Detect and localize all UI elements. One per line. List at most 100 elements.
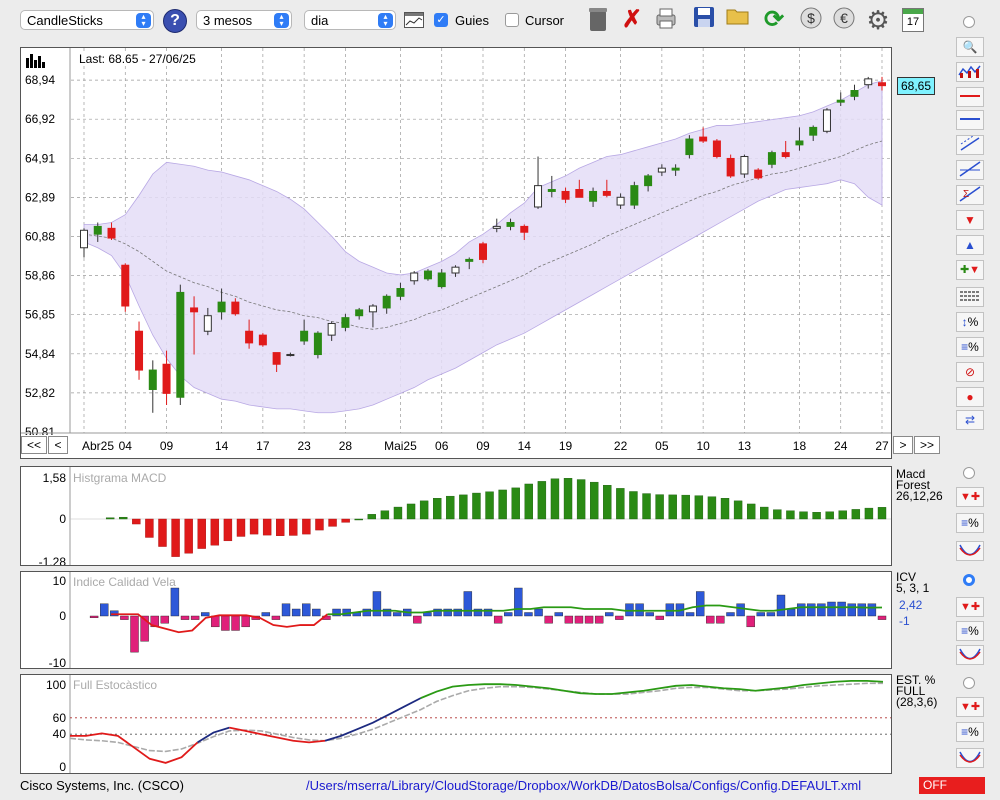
up-arrow-marker-icon[interactable]: ▲ [956,235,984,255]
fibonacci-tool-icon[interactable]: Σ [956,185,984,205]
cursor-checkbox[interactable] [505,13,519,27]
candle-body [286,354,295,357]
open-folder-icon[interactable] [724,6,752,34]
icv-y-tick: -10 [49,656,67,668]
macd-bar [864,507,874,520]
macd-percent-icon[interactable]: ≡% [956,513,984,533]
channel-tool-icon[interactable] [956,135,984,155]
red-horizontal-line-icon[interactable] [956,87,984,107]
icv-bar [231,615,240,631]
status-off-badge[interactable]: OFF [919,777,985,794]
delete-icon[interactable]: ✗ [621,6,643,33]
price-chart[interactable]: 70,9568,9466,9264,9162,8960,8858,8656,85… [21,34,929,458]
settings-gear-icon[interactable]: ⚙ [866,5,890,35]
icv-percent-icon[interactable]: ≡% [956,621,984,641]
candle-body [148,369,157,390]
zoom-tool[interactable]: 🔍 [956,37,984,57]
price-y-tick-left: 62,89 [25,190,55,204]
stochastic-chart[interactable]: 100 60 40 0 [21,675,893,774]
icv-chart[interactable]: 10 0 -10 [21,572,891,670]
percent-range-icon[interactable]: ↕% [956,312,984,332]
window-chart-icon[interactable] [404,12,424,28]
stochastic-curve-icon[interactable] [956,748,984,768]
icv-radio[interactable] [963,574,975,586]
macd-curve-icon[interactable] [956,541,984,561]
macd-bar [276,518,285,536]
candle-body [300,330,309,342]
candle-body [506,222,515,227]
candle-body [864,78,873,86]
nav-last-button[interactable]: >> [914,436,940,454]
nav-prev-button[interactable]: < [48,436,68,454]
blue-horizontal-line-icon[interactable] [956,110,984,130]
print-icon[interactable] [652,6,680,34]
refresh-icon[interactable]: ⟳ [763,6,785,33]
bollinger-tool-icon[interactable] [956,62,984,82]
stop-icon[interactable]: ⊘ [956,362,984,382]
period-select[interactable]: 3 mesos ▴ ▾ [196,10,292,30]
down-arrow-marker-icon[interactable]: ▼ [956,210,984,230]
icv-bar [776,594,786,617]
interval-select[interactable]: dia ▴ ▾ [304,10,396,30]
icv-bar [695,591,705,617]
macd-bar [262,518,272,536]
stochastic-k-line-green [420,680,884,699]
period-arrows-icon: ▴ ▾ [274,13,289,28]
icv-bar [544,615,553,624]
price-x-tick-label: Abr25 [82,439,114,453]
icv-bar [574,615,584,624]
save-icon[interactable] [690,6,718,34]
candle-body [190,307,199,313]
calendar-icon[interactable]: 17 [902,8,924,32]
icv-curve-icon[interactable] [956,645,984,665]
candle-body [272,352,281,365]
guides-checkbox[interactable]: ✓ [434,13,448,27]
icv-bar [443,608,452,617]
sync-icon[interactable]: ⇄ [956,410,984,430]
icv-signals-icon[interactable]: ▼✚ [956,597,984,617]
stochastic-radio[interactable] [963,677,975,689]
macd-radio[interactable] [963,467,975,479]
icv-bar [514,587,523,617]
icv-bar [362,608,372,617]
icv-bar [554,612,563,617]
macd-signals-icon[interactable]: ▼✚ [956,487,984,507]
macd-bar [171,518,180,557]
config-path[interactable]: /Users/mserra/Library/CloudStorage/Dropb… [306,778,862,793]
nav-first-button[interactable]: << [21,436,47,454]
macd-bar [419,500,429,520]
icv-signal-line-green [327,604,883,616]
candle-body [93,225,102,235]
icv-bar [817,603,826,617]
stochastic-percent-icon[interactable]: ≡% [956,722,984,742]
grid-lines-icon[interactable] [956,287,984,307]
macd-bar [524,483,533,520]
macd-legend-line1: Macd [896,467,926,481]
record-icon[interactable]: ● [956,387,984,407]
macd-bar [485,491,494,520]
macd-bar [328,518,337,527]
nav-next-button[interactable]: > [893,436,913,454]
trendline-tool-icon[interactable] [956,160,984,180]
candle-body [822,109,831,132]
trash-icon[interactable] [584,6,612,34]
macd-legend-line2: Forest [896,478,931,492]
main-chart-radio[interactable] [963,16,975,28]
company-name: Cisco Systems, Inc. (CSCO) [20,778,184,793]
macd-bar [746,503,756,520]
currency-icon[interactable]: $ [797,6,825,34]
stochastic-title: Full Estocàstico [73,678,158,692]
macd-bar [433,498,442,520]
percent-lines-icon[interactable]: ≡% [956,337,984,357]
macd-chart[interactable]: 1,58 0 -1,28 [21,467,893,569]
chart-type-select[interactable]: CandleSticks ▴ ▾ [20,10,154,30]
euro-icon[interactable]: € [830,6,858,34]
add-remove-markers-icon[interactable]: ✚▼ [956,260,984,280]
candle-body [313,332,322,356]
stochastic-signals-icon[interactable]: ▼✚ [956,697,984,717]
macd-bar [851,509,861,520]
price-x-tick-label: 28 [339,439,353,453]
macd-title: Histgrama MACD [73,471,167,485]
macd-bar [760,506,769,520]
help-icon[interactable]: ? [163,9,187,33]
